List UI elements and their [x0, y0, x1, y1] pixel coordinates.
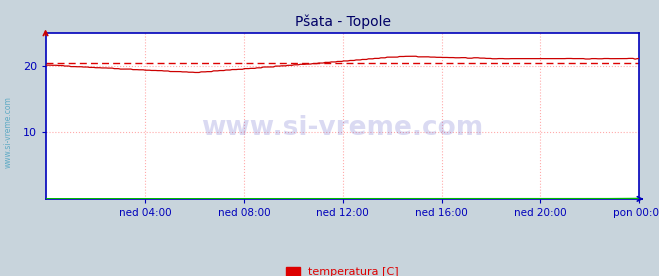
Legend: temperatura [C], pretok [m3/s]: temperatura [C], pretok [m3/s] — [286, 267, 399, 276]
Text: www.si-vreme.com: www.si-vreme.com — [3, 97, 13, 168]
Title: Pšata - Topole: Pšata - Topole — [295, 15, 391, 29]
Text: www.si-vreme.com: www.si-vreme.com — [202, 115, 484, 140]
